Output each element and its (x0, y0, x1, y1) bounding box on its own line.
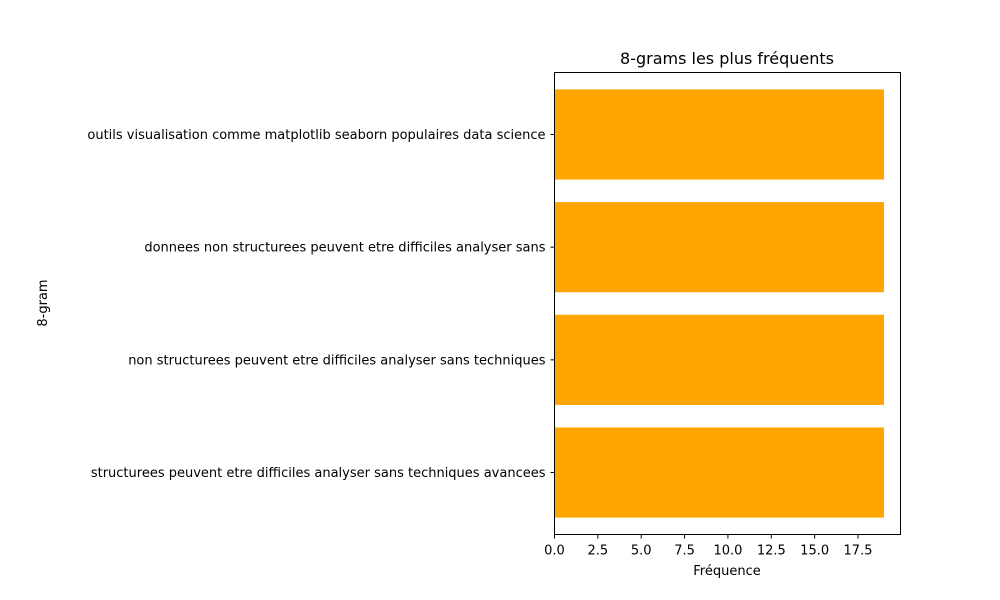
x-tick-label-7: 15.0 (800, 544, 829, 559)
plot-frame (554, 72, 901, 535)
x-tick-label-6: 12.5 (757, 544, 786, 559)
x-tick-label-8: 17.5 (844, 544, 873, 559)
y-tick-label-3: non structurees peuvent etre difficiles … (128, 353, 546, 368)
bars-group (554, 89, 885, 518)
chart-title: 8-grams les plus fréquents (620, 49, 834, 68)
y-tick-label-2: donnees non structurees peuvent etre dif… (144, 241, 545, 256)
bar-4 (554, 427, 885, 518)
bar-3 (554, 314, 885, 405)
x-tick-label-3: 5.0 (631, 544, 652, 559)
x-ticks-group: 0.0 2.5 5.0 7.5 10.0 12.5 15.0 17.5 (544, 534, 873, 559)
x-axis-label: Fréquence (693, 564, 760, 579)
y-axis-label: 8-gram (36, 279, 51, 326)
x-tick-label-1: 0.0 (544, 544, 565, 559)
y-tick-label-1: outils visualisation comme matplotlib se… (87, 128, 545, 143)
y-ticks-group: outils visualisation comme matplotlib se… (87, 128, 555, 481)
x-tick-label-2: 2.5 (588, 544, 609, 559)
x-tick-label-5: 10.0 (713, 544, 742, 559)
y-tick-label-4: structurees peuvent etre difficiles anal… (91, 466, 546, 481)
bar-2 (554, 202, 885, 293)
x-tick-label-4: 7.5 (674, 544, 695, 559)
bar-1 (554, 89, 885, 180)
